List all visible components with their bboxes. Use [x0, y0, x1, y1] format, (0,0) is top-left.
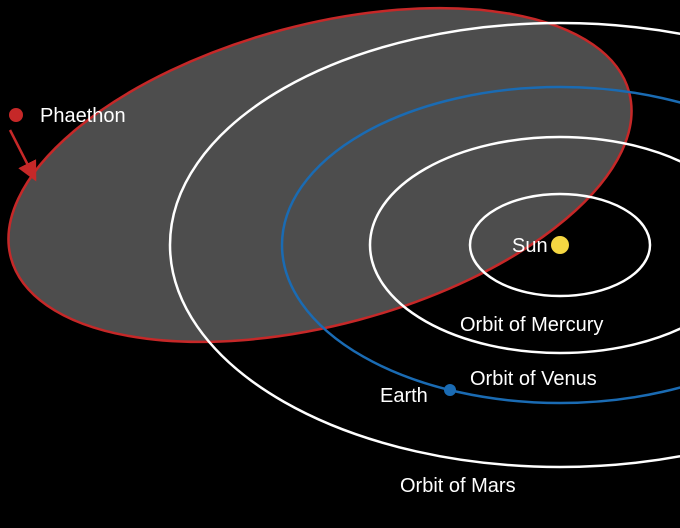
- phaethon-body: [9, 108, 23, 122]
- sun-body: [551, 236, 569, 254]
- phaethon-orbit: [0, 0, 668, 403]
- earth-label: Earth: [380, 385, 428, 408]
- sun-label: Sun: [512, 235, 548, 258]
- mars-orbit-label: Orbit of Mars: [400, 475, 516, 498]
- earth-body: [444, 384, 456, 396]
- orbit-svg: [0, 0, 680, 528]
- venus-orbit-label: Orbit of Venus: [470, 368, 597, 391]
- orbit-diagram: Phaethon Sun Orbit of Mercury Orbit of V…: [0, 0, 680, 528]
- phaethon-label: Phaethon: [40, 105, 126, 128]
- phaethon-direction-arrow: [10, 130, 34, 177]
- mercury-orbit-label: Orbit of Mercury: [460, 314, 603, 337]
